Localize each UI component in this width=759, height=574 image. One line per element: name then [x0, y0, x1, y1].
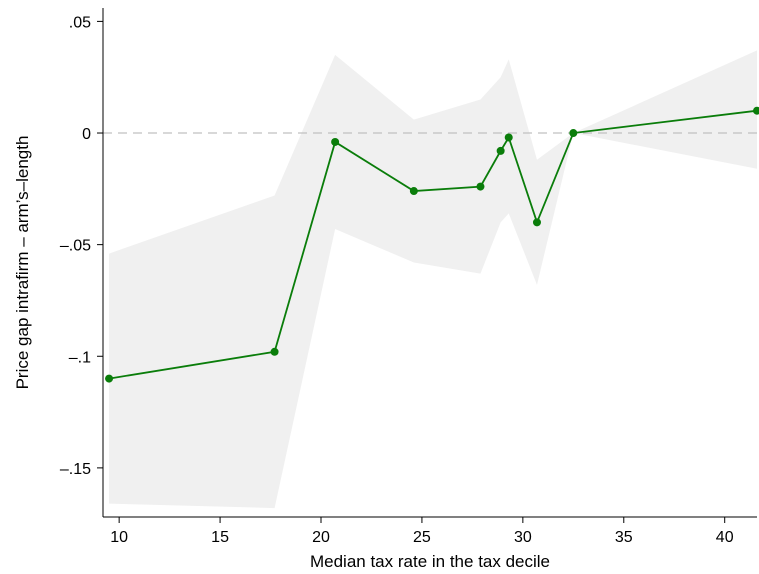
x-axis-title: Median tax rate in the tax decile — [310, 552, 550, 571]
data-point — [105, 374, 114, 383]
data-point — [532, 218, 541, 227]
x-tick-label: 15 — [211, 529, 229, 546]
y-tick-label: –.05 — [60, 238, 91, 255]
y-tick-label: .05 — [69, 14, 91, 31]
y-axis-ticks: .05 0 –.05 –.1 –.15 — [60, 14, 103, 478]
confidence-band — [109, 50, 758, 509]
data-point — [331, 137, 340, 146]
axes — [102, 8, 757, 518]
data-point — [496, 146, 505, 155]
x-tick-label: 40 — [716, 529, 734, 546]
x-tick-label: 30 — [514, 529, 532, 546]
data-point — [569, 129, 578, 138]
data-point — [753, 106, 759, 115]
data-point — [270, 347, 279, 356]
data-point — [504, 133, 513, 142]
y-axis-title: Price gap intrafirm – arm’s–length — [13, 136, 32, 390]
x-tick-label: 20 — [312, 529, 330, 546]
x-tick-label: 35 — [615, 529, 633, 546]
y-tick-label: –.15 — [60, 461, 91, 478]
confidence-band-layer — [109, 50, 758, 509]
series-line-layer — [108, 109, 758, 380]
x-tick-label: 25 — [413, 529, 431, 546]
y-tick-label: –.1 — [69, 349, 91, 366]
data-points — [105, 106, 759, 383]
y-tick-label: 0 — [82, 126, 91, 143]
data-point — [409, 187, 418, 196]
x-axis-ticks: 10 15 20 25 30 35 40 — [110, 517, 734, 546]
series-line — [108, 109, 758, 380]
data-point — [476, 182, 485, 191]
x-tick-label: 10 — [110, 529, 128, 546]
